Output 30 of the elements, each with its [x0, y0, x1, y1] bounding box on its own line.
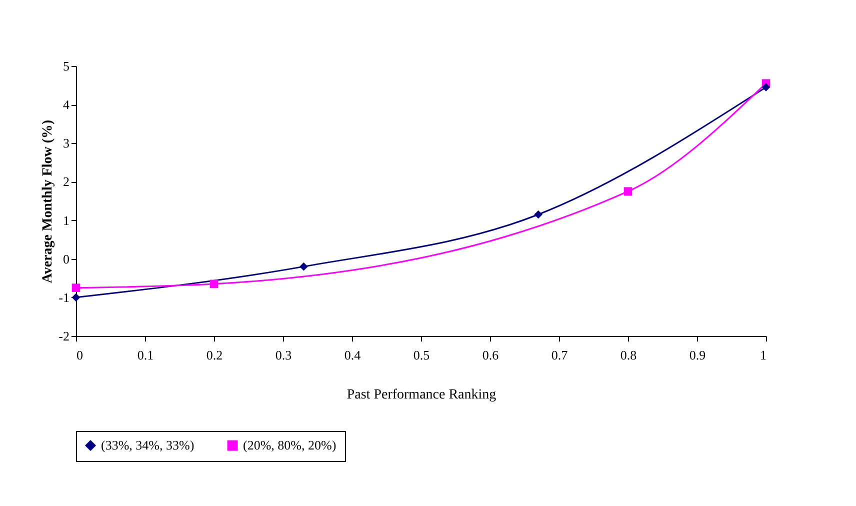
x-tick-label: 0.9: [689, 348, 706, 362]
x-tick-label: 0.8: [620, 348, 637, 362]
point: [72, 293, 80, 302]
x-tick-label: 0.1: [137, 348, 154, 362]
point: [210, 280, 218, 288]
x-tick-label: 0.3: [275, 348, 292, 362]
y-tick-label: 3: [63, 136, 70, 151]
legend-label: (33%, 34%, 33%): [101, 438, 194, 453]
point: [300, 262, 308, 271]
y-tick-label: -1: [58, 290, 70, 305]
x-tick-label: 0.2: [206, 348, 223, 362]
point: [72, 284, 80, 292]
x-tick-label: 0.6: [482, 348, 500, 362]
y-tick-label: 4: [63, 97, 70, 112]
y-tick-label: 2: [63, 174, 70, 190]
x-tick-label: 0.4: [344, 348, 362, 362]
point: [534, 210, 542, 219]
legend-label: (20%, 80%, 20%): [243, 438, 336, 453]
y-tick-label: -2: [58, 328, 70, 344]
x-tick-label: 0.5: [413, 348, 430, 362]
y-tick-label: 5: [63, 58, 70, 74]
x-axis-title: Past Performance Ranking: [346, 388, 496, 402]
y-tick-label: 0: [63, 251, 70, 266]
point: [624, 187, 632, 196]
x-tick-label: 1: [760, 348, 766, 362]
y-axis-title: Average Monthly Flow (%): [40, 119, 56, 284]
y-tick-label: 1: [63, 212, 70, 228]
x-tick-label: 0: [76, 348, 83, 362]
point: [762, 83, 770, 92]
x-tick-label: 0.7: [551, 348, 568, 362]
